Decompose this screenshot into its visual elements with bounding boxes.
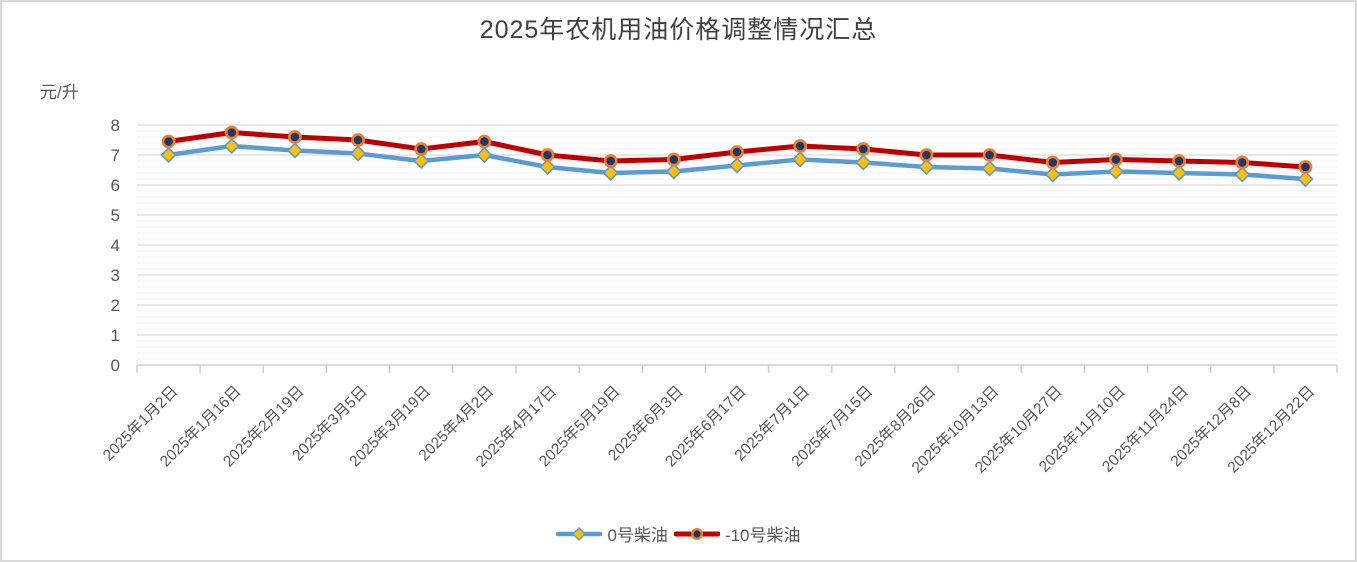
data-point-circle [351,133,365,147]
data-point-diamond [1170,164,1188,182]
data-point-circle [793,139,808,153]
data-point-diamond [160,146,177,164]
y-tick-label: 1 [111,326,120,345]
data-point-circle [224,125,239,140]
y-tick-label: 3 [111,266,120,285]
data-point-circle [1298,160,1313,174]
legend-marker-icon [673,527,720,540]
data-point-diamond [1107,163,1125,180]
y-tick-label: 6 [111,176,120,195]
y-axis-title: 元/升 [40,83,79,102]
data-point-diamond [792,151,809,168]
legend-label: 0号柴油 [607,526,668,545]
data-point-diamond [286,142,304,159]
data-point-circle [540,148,555,162]
data-point-circle [1172,154,1187,168]
data-point-diamond [918,158,935,176]
data-point-circle [1045,155,1060,170]
data-point-diamond [539,158,556,176]
y-tick-label: 7 [111,146,120,165]
data-point-circle [477,134,492,149]
legend: 0号柴油 -10号柴油 [2,521,1355,546]
legend-marker-icon [556,526,603,541]
data-point-diamond [602,164,619,182]
data-point-diamond [1044,166,1061,183]
data-point-diamond [981,160,998,177]
chart-title: 2025年农机用油价格调整情况汇总 [479,16,878,44]
y-tick-label: 0 [111,356,120,375]
data-point-circle [919,148,934,162]
y-tick-label: 5 [111,206,120,225]
data-point-circle [1109,152,1123,167]
data-point-circle [856,142,871,156]
data-point-circle [287,130,302,144]
legend-item-0号柴油: 0号柴油 [556,521,668,546]
data-point-circle [603,154,618,168]
data-point-circle [982,148,997,162]
data-point-diamond [349,145,367,162]
y-tick-label: 8 [111,116,120,135]
data-point-diamond [855,154,872,171]
data-point-diamond [728,157,746,174]
data-point-diamond [223,137,240,155]
data-point-diamond [1234,166,1251,183]
data-point-diamond [1297,170,1314,188]
legend-label: -10号柴油 [724,526,801,545]
data-point-diamond [413,152,430,170]
legend-item--10号柴油: -10号柴油 [673,521,801,546]
data-point-circle [414,142,429,156]
data-point-diamond [665,163,682,180]
data-point-circle [666,152,681,167]
y-tick-label: 2 [111,296,120,315]
data-point-diamond [476,146,493,164]
data-point-circle [161,134,176,149]
data-point-circle [730,145,744,159]
y-tick-label: 4 [111,236,120,255]
data-point-circle [1235,155,1250,170]
